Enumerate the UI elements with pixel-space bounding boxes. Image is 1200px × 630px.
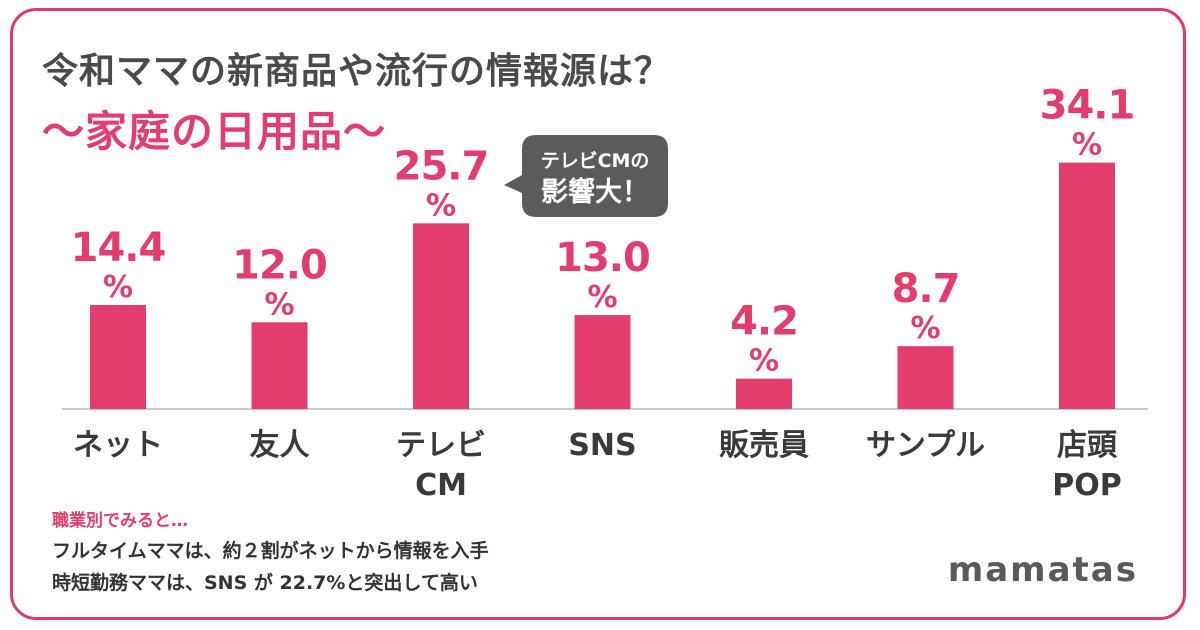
data-label-value: 4.2 bbox=[730, 299, 798, 345]
notes-line-fulltime: フルタイムママは、約２割がネットから情報を入手 bbox=[52, 540, 489, 562]
category-label: サンプル bbox=[866, 428, 985, 463]
callout-text: テレビCMの bbox=[541, 150, 650, 172]
category-label: テレビ bbox=[396, 428, 486, 463]
category-label: SNS bbox=[568, 428, 636, 463]
data-label-unit: % bbox=[587, 280, 617, 315]
data-label-unit: % bbox=[426, 188, 456, 223]
chart-frame bbox=[10, 8, 1186, 620]
data-label-value: 34.1 bbox=[1040, 83, 1135, 129]
bar bbox=[90, 304, 146, 409]
chart-title: 令和ママの新商品や流行の情報源は？ bbox=[42, 51, 672, 92]
category-label: 販売員 bbox=[719, 428, 809, 463]
bar bbox=[736, 378, 792, 409]
callout-text: 影響大！ bbox=[541, 176, 649, 208]
category-label: ネット bbox=[73, 428, 163, 463]
notes-heading: 職業別でみると… bbox=[52, 511, 188, 531]
data-label-value: 8.7 bbox=[892, 266, 960, 312]
data-label-unit: % bbox=[910, 311, 940, 346]
data-label-unit: % bbox=[749, 344, 779, 379]
category-label: 店頭 bbox=[1057, 428, 1118, 463]
category-label: CM bbox=[415, 468, 467, 503]
bar bbox=[897, 346, 954, 409]
notes-line-shorttime: 時短勤務ママは、SNS が 22.7%と突出して高い bbox=[52, 572, 478, 594]
chart-subtitle: ～家庭の日用品～ bbox=[42, 107, 387, 156]
category-label: POP bbox=[1052, 468, 1121, 503]
data-label-unit: % bbox=[1072, 128, 1102, 163]
bar bbox=[574, 315, 631, 409]
brand-logo: mamatas bbox=[947, 550, 1138, 590]
bar bbox=[251, 322, 308, 409]
bar bbox=[1059, 162, 1115, 409]
bar bbox=[413, 223, 469, 409]
data-label-value: 14.4 bbox=[71, 225, 166, 271]
data-label-unit: % bbox=[103, 270, 133, 305]
category-label: 友人 bbox=[250, 428, 310, 463]
data-label-value: 25.7 bbox=[394, 143, 489, 189]
data-label-value: 12.0 bbox=[232, 242, 327, 288]
callout-bubble bbox=[504, 135, 668, 217]
data-label-value: 13.0 bbox=[555, 235, 650, 281]
data-label-unit: % bbox=[264, 287, 294, 322]
